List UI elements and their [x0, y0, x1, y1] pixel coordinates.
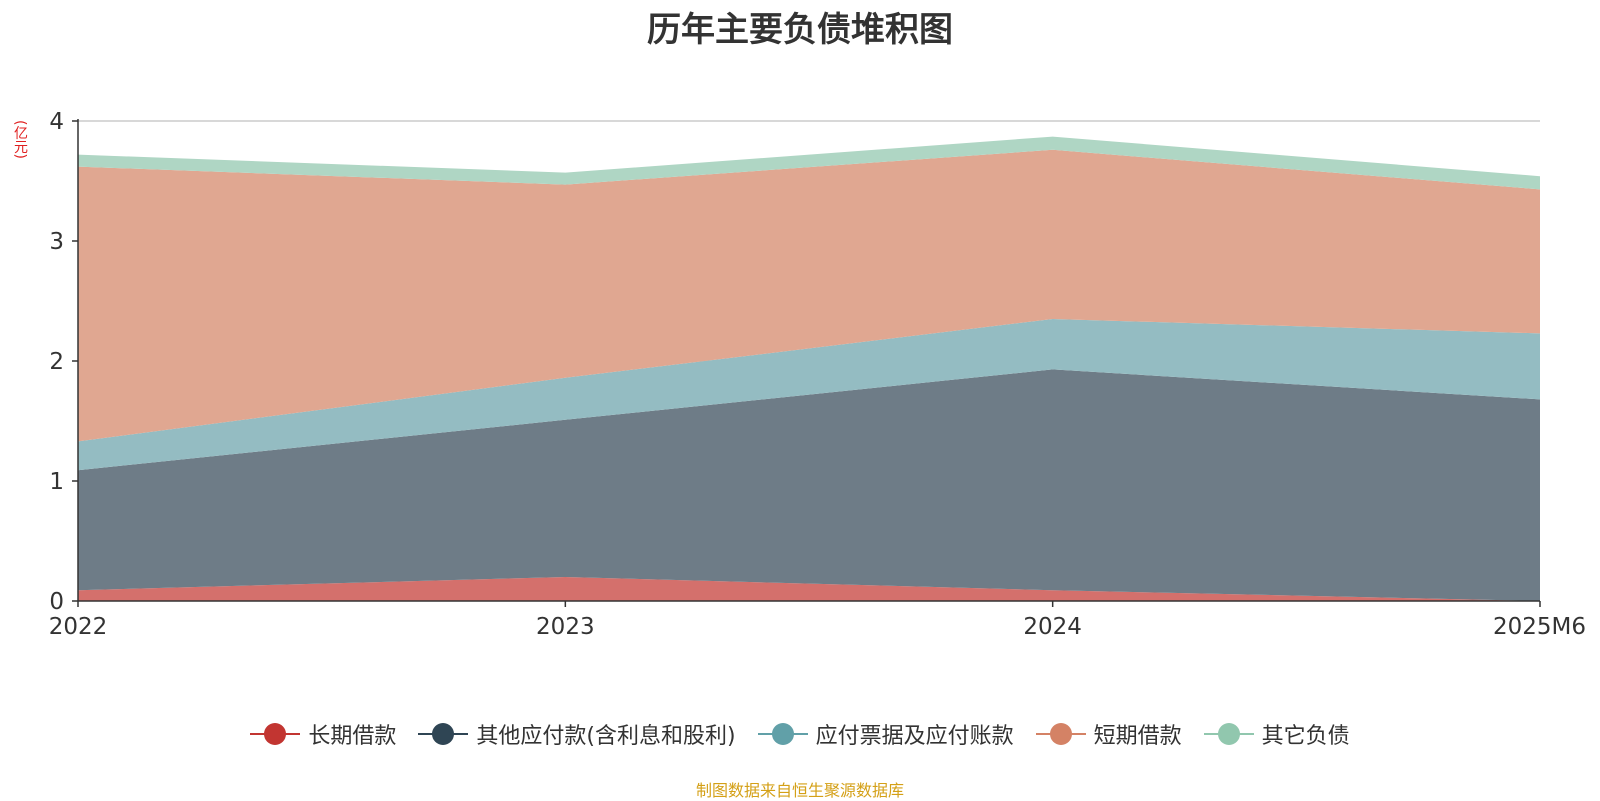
area-series — [78, 136, 1540, 601]
legend: 长期借款 其他应付款(含利息和股利) 应付票据及应付账款 短期借款 其它负债 — [0, 718, 1600, 750]
y-tick-label: 0 — [49, 589, 64, 615]
x-tick-label: 2022 — [49, 614, 108, 640]
y-tick-label: 2 — [49, 349, 64, 375]
x-tick-label: 2023 — [536, 614, 595, 640]
legend-item-5[interactable]: 其它负债 — [1203, 718, 1350, 750]
area-series-3 — [78, 319, 1540, 471]
legend-marker-icon — [757, 722, 808, 746]
legend-item-3[interactable]: 应付票据及应付账款 — [757, 718, 1014, 750]
legend-label: 应付票据及应付账款 — [815, 724, 1014, 749]
legend-marker-icon — [250, 722, 301, 746]
data-source-note: 制图数据来自恒生聚源数据库 — [695, 781, 904, 800]
chart-title: 历年主要负债堆积图 — [647, 10, 953, 50]
x-tick-label: 2024 — [1023, 614, 1082, 640]
legend-label: 其它负债 — [1261, 724, 1350, 749]
area-series-4 — [78, 149, 1540, 442]
area-series-5 — [78, 136, 1540, 190]
y-tick-label: 3 — [49, 229, 64, 255]
tick-labels: 0 1 2 3 4 2022 2023 2024 2025M6 — [49, 109, 1586, 640]
y-tick-label: 1 — [49, 469, 64, 495]
y-tick-label: 4 — [49, 109, 64, 135]
area-series-1 — [78, 577, 1540, 601]
x-tick-label: 2025M6 — [1493, 614, 1586, 640]
legend-label: 其他应付款(含利息和股利) — [476, 724, 736, 749]
legend-label: 长期借款 — [308, 724, 397, 749]
legend-label: 短期借款 — [1093, 724, 1182, 749]
y-axis-unit-label: (亿元) — [12, 120, 28, 159]
legend-marker-icon — [1035, 722, 1086, 746]
legend-item-4[interactable]: 短期借款 — [1035, 718, 1182, 750]
area-series-2 — [78, 369, 1540, 601]
legend-marker-icon — [1203, 722, 1254, 746]
legend-item-1[interactable]: 长期借款 — [250, 718, 396, 750]
legend-item-2[interactable]: 其他应付款(含利息和股利) — [418, 718, 736, 750]
axes — [72, 119, 1541, 607]
legend-marker-icon — [418, 722, 469, 746]
